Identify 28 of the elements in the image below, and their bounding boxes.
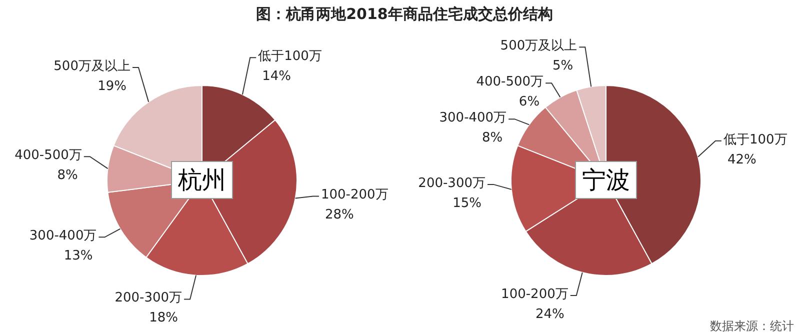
text: 杭州 xyxy=(171,161,233,199)
slice-label: 低于100万 xyxy=(723,132,788,148)
slice-label: 500万及以上 xyxy=(54,58,130,74)
data-label: 15% xyxy=(452,196,482,211)
slice-label: 200-300万 xyxy=(418,176,486,191)
slice-label: 300-400万 xyxy=(29,228,97,244)
chart-title: 图：杭甬两地2018年商品住宅成交总价结构 xyxy=(255,4,554,25)
data-label: 8% xyxy=(57,168,78,183)
slice-label: 400-500万 xyxy=(476,74,544,90)
data-label: 28% xyxy=(325,208,354,223)
data-label: 42% xyxy=(727,152,756,168)
slice-label: 400-500万 xyxy=(14,148,82,163)
slice-label: 100-200万 xyxy=(321,188,388,203)
data-label: 18% xyxy=(149,310,178,326)
slice-label: 100-200万 xyxy=(501,286,568,302)
data-label: 6% xyxy=(518,94,540,110)
slice-label: 200-300万 xyxy=(114,290,182,306)
text: 宁波 xyxy=(575,161,637,199)
data-label: 5% xyxy=(552,58,574,74)
source-note: 数据来源：统计 xyxy=(710,318,794,335)
data-label: 13% xyxy=(64,248,93,264)
data-label: 8% xyxy=(482,130,503,146)
data-label: 24% xyxy=(535,306,564,322)
data-label: 19% xyxy=(98,78,126,94)
slice-label: 低于100万 xyxy=(258,48,322,64)
data-label: 14% xyxy=(262,68,292,84)
slice-label: 500万及以上 xyxy=(500,38,578,54)
slice-label: 300-400万 xyxy=(439,110,507,126)
